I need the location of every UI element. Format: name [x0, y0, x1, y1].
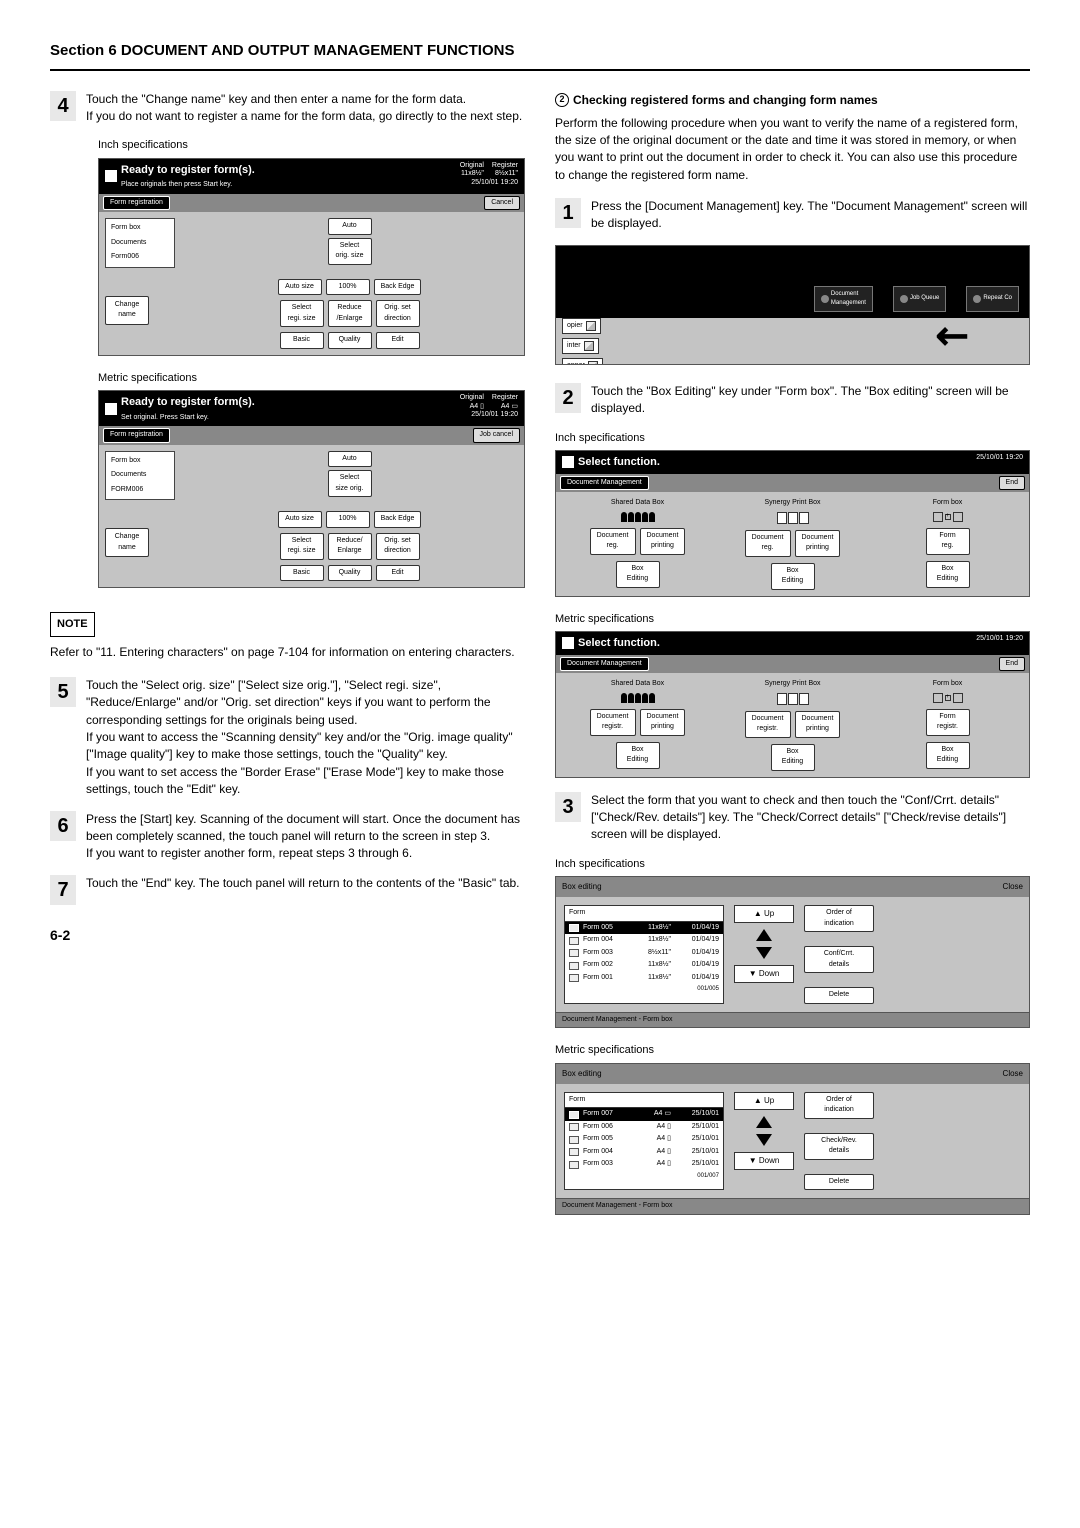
box-editing-metric: Box editingClose Form Form 007A4 ▭25/10/… [555, 1063, 1030, 1215]
select-function-inch: Select function.25/10/01 19:20 Document … [555, 450, 1030, 597]
up-button[interactable]: ▲ Up [734, 1092, 794, 1110]
order-button[interactable]: Order of indication [804, 1092, 874, 1119]
register-screen-inch: Ready to register form(s).Place original… [98, 158, 525, 356]
up-button[interactable]: ▲ Up [734, 905, 794, 923]
close-button[interactable]: Close [1003, 881, 1023, 893]
box-editing-inch: Box editingClose Form Form 00511x8½"01/0… [555, 876, 1030, 1028]
step-6: 6 Press the [Start] key. Scanning of the… [50, 811, 525, 863]
page-columns: 4 Touch the "Change name" key and then e… [50, 91, 1030, 1229]
conf-details-button[interactable]: Conf/Crrt. details [804, 946, 874, 973]
table-row[interactable]: Form 00211x8½"01/04/19 [565, 959, 723, 972]
step-5: 5 Touch the "Select orig. size" ["Select… [50, 677, 525, 799]
box-editing-button[interactable]: Box Editing [926, 742, 970, 769]
delete-button[interactable]: Delete [804, 1174, 874, 1191]
left-column: 4 Touch the "Change name" key and then e… [50, 91, 525, 1229]
table-row[interactable]: Form 007A4 ▭25/10/01 [565, 1108, 723, 1121]
box-editing-button[interactable]: Box Editing [926, 561, 970, 588]
right-column: 2Checking registered forms and changing … [555, 91, 1030, 1229]
table-row[interactable]: Form 00411x8½"01/04/19 [565, 934, 723, 947]
step-number: 4 [50, 91, 76, 121]
management-screen: Document Management Job Queue Repeat Co … [555, 245, 1030, 365]
close-button[interactable]: Close [1003, 1068, 1023, 1080]
page-number: 6-2 [50, 925, 525, 946]
check-rev-button[interactable]: Check/Rev. details [804, 1133, 874, 1160]
table-row[interactable]: Form 00111x8½"01/04/19 [565, 972, 723, 985]
register-screen-metric: Ready to register form(s).Set original. … [98, 390, 525, 588]
intro-text: Perform the following procedure when you… [555, 115, 1030, 185]
table-row[interactable]: Form 005A4 ▯25/10/01 [565, 1133, 723, 1146]
step-4: 4 Touch the "Change name" key and then e… [50, 91, 525, 126]
section-header: Section 6 DOCUMENT AND OUTPUT MANAGEMENT… [50, 40, 1030, 71]
spec-label-inch: Inch specifications [98, 137, 525, 154]
change-name-button[interactable]: Change name [105, 528, 149, 557]
select-function-metric: Select function.25/10/01 19:20 Document … [555, 631, 1030, 778]
note-heading: NOTE [50, 612, 95, 637]
table-row[interactable]: Form 0038½x11"01/04/19 [565, 947, 723, 960]
folder-list: Form boxDocumentsForm006 [105, 218, 175, 268]
table-row[interactable]: Form 003A4 ▯25/10/01 [565, 1158, 723, 1171]
form-list[interactable]: Form Form 00511x8½"01/04/19Form 00411x8½… [564, 905, 724, 1004]
note-text: Refer to "11. Entering characters" on pa… [50, 643, 525, 661]
down-button[interactable]: ▼ Down [734, 965, 794, 983]
step-7: 7 Touch the "End" key. The touch panel w… [50, 875, 525, 905]
form-list[interactable]: Form Form 007A4 ▭25/10/01Form 006A4 ▯25/… [564, 1092, 724, 1191]
spec-label-metric: Metric specifications [98, 370, 525, 387]
change-name-button[interactable]: Change name [105, 296, 149, 325]
delete-button[interactable]: Delete [804, 987, 874, 1004]
r-step-3: 3 Select the form that you want to check… [555, 792, 1030, 844]
table-row[interactable]: Form 00511x8½"01/04/19 [565, 922, 723, 935]
order-button[interactable]: Order of indication [804, 905, 874, 932]
table-row[interactable]: Form 006A4 ▯25/10/01 [565, 1121, 723, 1134]
down-button[interactable]: ▼ Down [734, 1152, 794, 1170]
r-step-2: 2 Touch the "Box Editing" key under "For… [555, 383, 1030, 418]
subsection-heading: 2Checking registered forms and changing … [555, 91, 1030, 109]
step-text: Touch the "Change name" key and then ent… [86, 91, 525, 126]
table-row[interactable]: Form 004A4 ▯25/10/01 [565, 1146, 723, 1159]
r-step-1: 1 Press the [Document Management] key. T… [555, 198, 1030, 233]
